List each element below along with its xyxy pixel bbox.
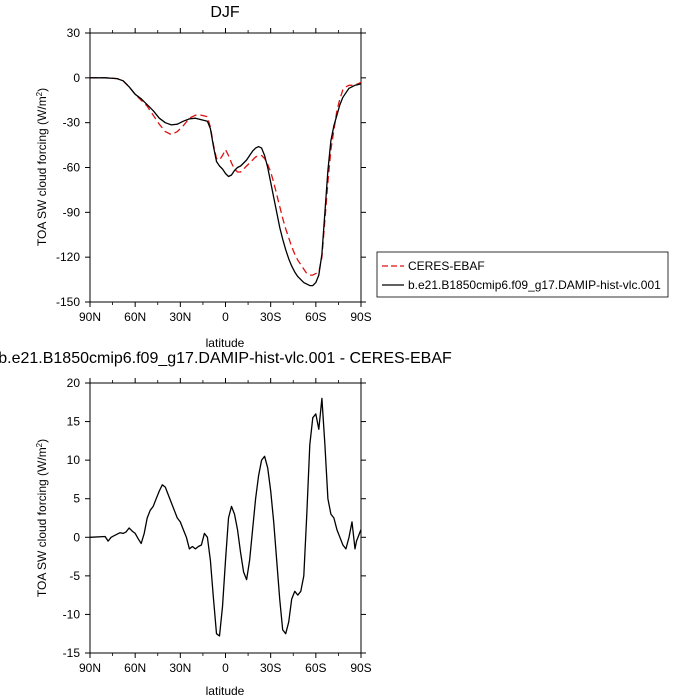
- bottom-chart-ylabel: TOA SW cloud forcing (W/m2): [35, 439, 49, 597]
- bottom-xtick-label: 30S: [260, 661, 281, 675]
- bottom-ytick-label: -15: [63, 646, 81, 660]
- bottom-ytick-label: 10: [67, 453, 81, 467]
- bottom-xtick-label: 90N: [79, 661, 101, 675]
- bottom-xtick-label: 90S: [350, 661, 371, 675]
- legend-box: [376, 251, 669, 298]
- top-ytick-label: -60: [63, 161, 81, 175]
- bottom-xtick-label: 30N: [169, 661, 191, 675]
- bottom-chart-title: b.e21.B1850cmip6.f09_g17.DAMIP-hist-vlc.…: [0, 350, 452, 367]
- top-ytick-label: 30: [67, 26, 81, 40]
- bottom-ytick-label: 0: [73, 530, 80, 544]
- top-ytick-label: -120: [56, 250, 80, 264]
- bottom-xtick-label: 60N: [124, 661, 146, 675]
- top-chart-title: DJF: [210, 4, 240, 21]
- bottom-xtick-label: 0: [222, 661, 229, 675]
- top-ytick-label: 0: [73, 71, 80, 85]
- bottom-ytick-label: -5: [69, 569, 80, 583]
- top-ytick-label: -30: [63, 116, 81, 130]
- legend: CERES-EBAF b.e21.B1850cmip6.f09_g17.DAMI…: [376, 251, 669, 298]
- bottom-chart-xlabel: latitude: [206, 684, 245, 698]
- top-xtick-label: 60S: [305, 310, 326, 324]
- bottom-xtick-label: 60S: [305, 661, 326, 675]
- top-series-line-1: [90, 77, 362, 287]
- top-xtick-label: 30N: [169, 310, 191, 324]
- top-xtick-label: 90N: [79, 310, 101, 324]
- top-ytick-label: -90: [63, 205, 81, 219]
- top-plot-area: 90N 60N 30N 0 30S 60S 90S 30 0 -30 -60 -90 -120 -150: [56, 26, 372, 324]
- bottom-ytick-label: 20: [67, 376, 81, 390]
- bottom-plot-area: 90N 60N 30N 0 30S 60S 90S 20 15 10 5 0 -5 -10 -15: [63, 376, 372, 675]
- bottom-ytick-label: 15: [67, 415, 81, 429]
- top-ytick-label: -150: [56, 295, 80, 309]
- bottom-ytick-label: -10: [63, 607, 81, 621]
- legend-label-model: b.e21.B1850cmip6.f09_g17.DAMIP-hist-vlc.…: [408, 278, 661, 292]
- top-series-line-0: [90, 77, 362, 276]
- bottom-series-line-0: [89, 397, 362, 637]
- top-xtick-label: 0: [222, 310, 229, 324]
- top-xtick-label: 30S: [260, 310, 281, 324]
- top-xtick-label: 60N: [124, 310, 146, 324]
- top-chart-ylabel: TOA SW cloud forcing (W/m2): [35, 88, 49, 246]
- top-chart-xlabel: latitude: [206, 336, 245, 350]
- legend-label-ceres: CERES-EBAF: [408, 259, 485, 273]
- bottom-frame: [89, 382, 362, 654]
- bottom-ytick-label: 5: [73, 492, 80, 506]
- top-xtick-label: 90S: [350, 310, 371, 324]
